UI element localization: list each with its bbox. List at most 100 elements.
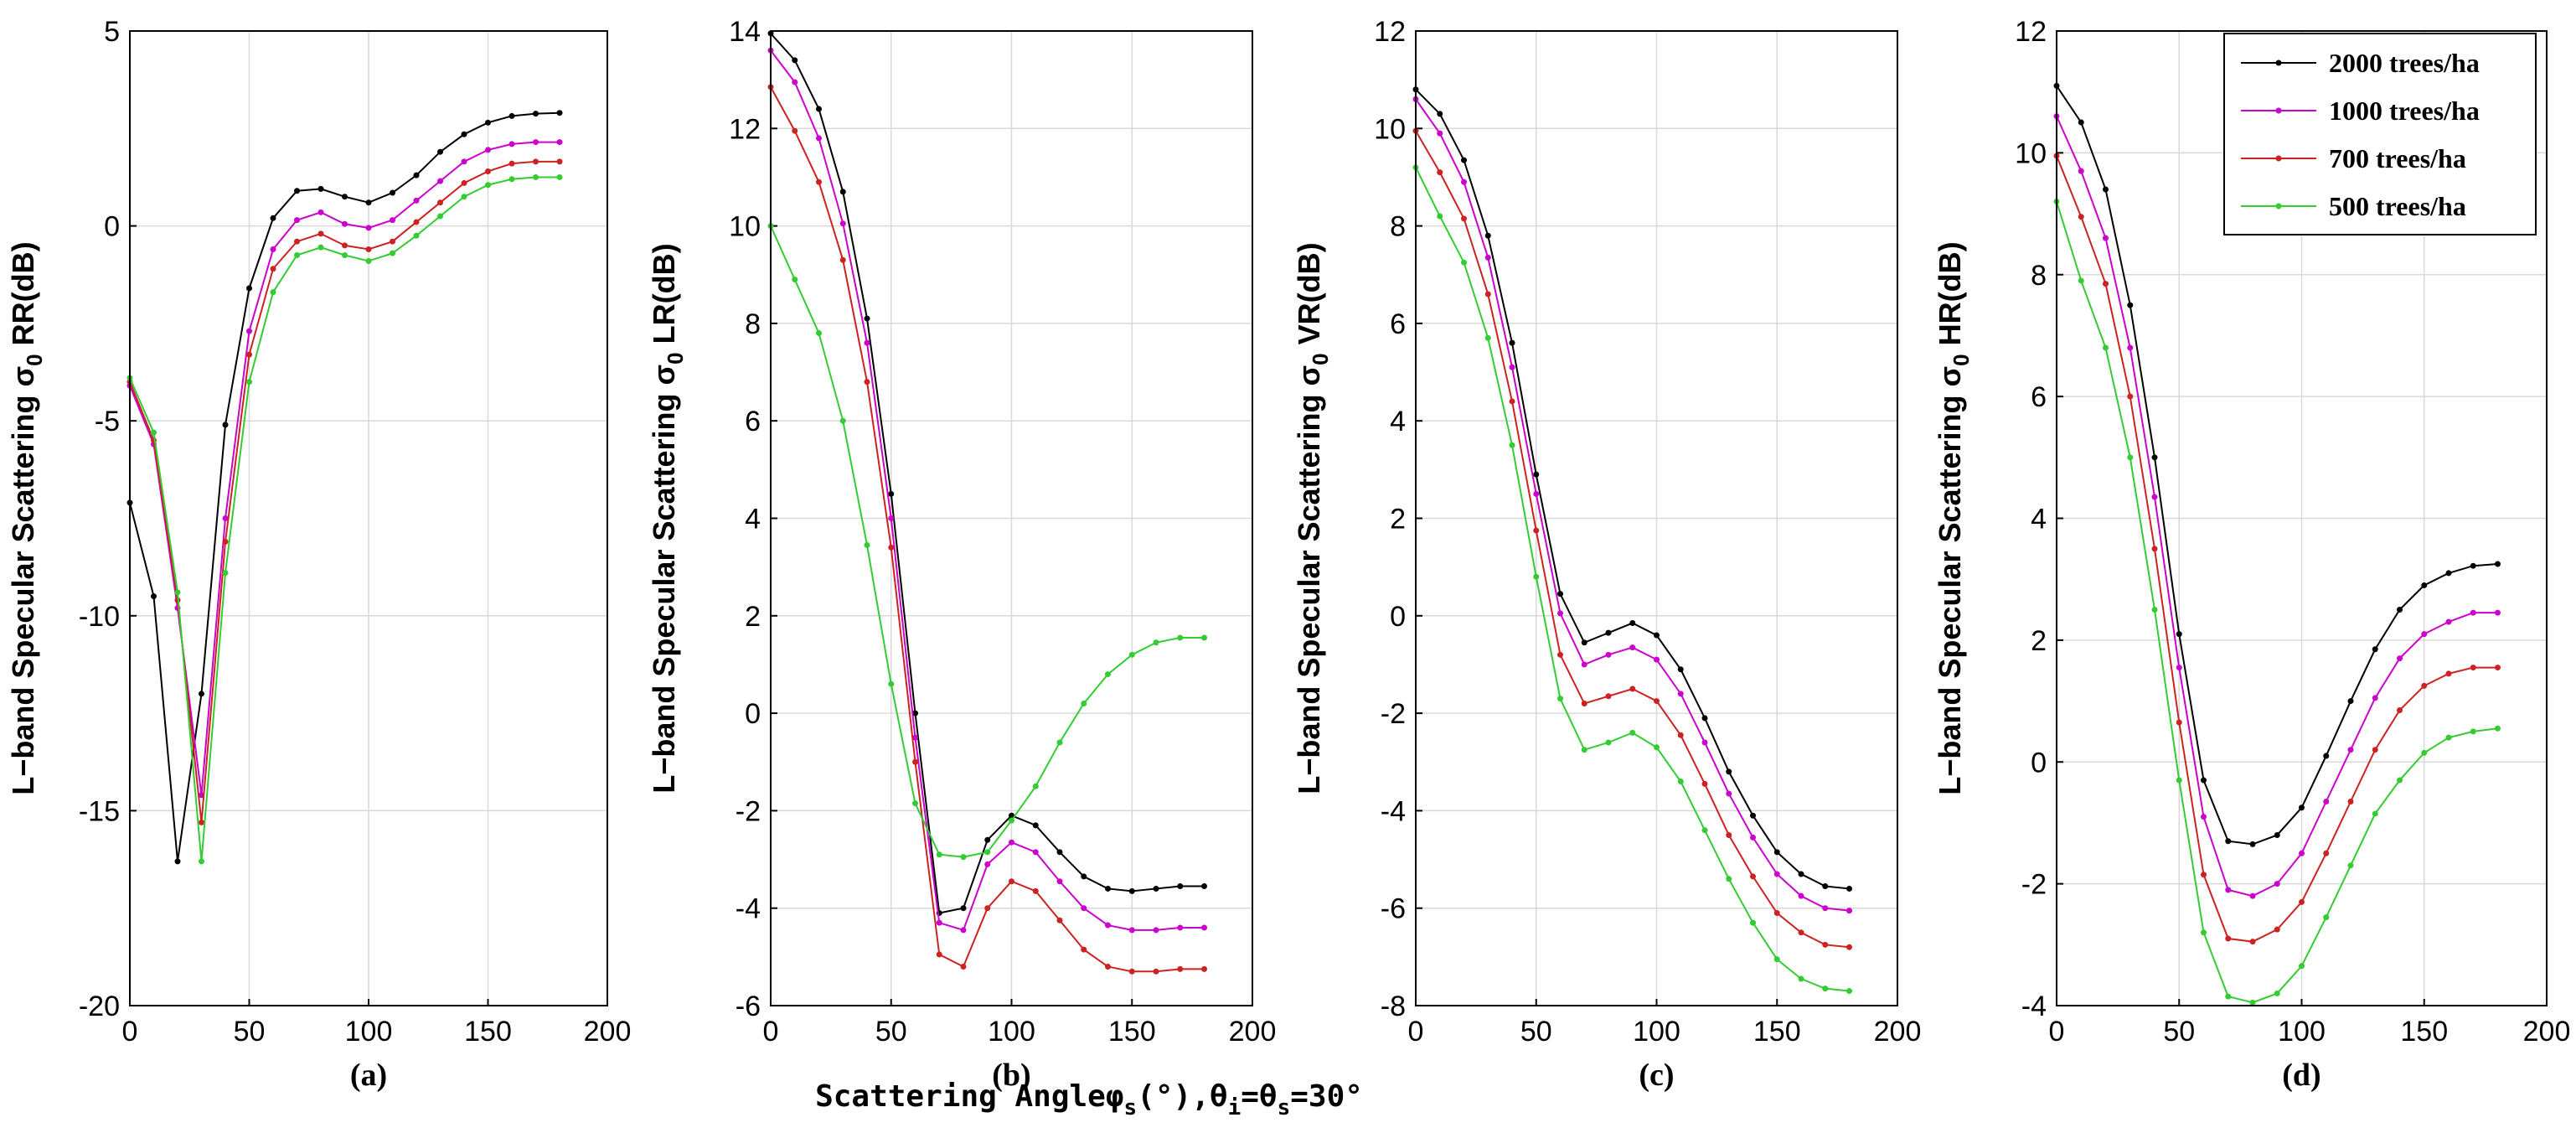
data-point — [1128, 927, 1135, 934]
data-point — [2176, 631, 2182, 638]
data-point — [2470, 728, 2476, 735]
data-point — [342, 220, 348, 227]
data-point — [1846, 988, 1852, 995]
data-point — [1081, 700, 1087, 706]
y-tick-label: -4 — [1381, 795, 1406, 827]
data-point — [1581, 639, 1587, 646]
data-point — [2225, 887, 2232, 893]
data-point — [1032, 887, 1039, 894]
x-tick-label: 0 — [2049, 1016, 2065, 1048]
data-point — [1822, 941, 1829, 948]
xlabel-mid-1: (°),θ — [1137, 1079, 1227, 1114]
data-point — [792, 277, 798, 283]
x-tick-label: 100 — [988, 1016, 1035, 1048]
data-point — [912, 758, 918, 765]
data-point — [1533, 527, 1540, 534]
data-point — [1128, 968, 1135, 975]
data-point — [2495, 665, 2501, 671]
data-point — [888, 515, 895, 521]
data-point — [912, 800, 918, 807]
data-point — [2421, 682, 2428, 689]
data-point — [1177, 965, 1184, 972]
data-point — [1153, 927, 1159, 934]
data-point — [1105, 922, 1111, 929]
data-point — [2103, 344, 2109, 351]
data-point — [2470, 562, 2476, 569]
y-tick-label: 8 — [745, 308, 761, 340]
xlabel-sub-2: i — [1228, 1095, 1242, 1120]
data-point — [1032, 783, 1039, 789]
data-point — [2397, 777, 2403, 784]
data-point — [1557, 696, 1563, 702]
data-point — [317, 230, 324, 237]
data-point — [437, 148, 443, 155]
data-point — [1557, 610, 1563, 617]
y-tick-label: -6 — [1381, 893, 1406, 925]
data-point — [1009, 878, 1014, 885]
axes-frame — [1415, 30, 1898, 1006]
y-tick-label: -20 — [79, 991, 120, 1022]
data-point — [1773, 956, 1780, 963]
data-point — [2078, 214, 2084, 220]
data-point — [1822, 986, 1829, 992]
data-point — [533, 158, 539, 165]
data-point — [365, 225, 372, 231]
data-point — [2372, 646, 2378, 653]
data-point — [1726, 831, 1732, 838]
legend-label-500: 500 trees/ha — [2329, 191, 2466, 221]
data-point — [960, 905, 967, 912]
data-point — [2225, 993, 2232, 1000]
x-tick-label: 50 — [2163, 1016, 2195, 1048]
data-point — [1677, 732, 1684, 738]
y-tick-label: 10 — [1374, 113, 1406, 145]
data-point — [2323, 914, 2330, 921]
data-point — [1846, 885, 1852, 892]
chart-panel: 0 50 100 150 200 -8 -6 -4 -2 0 2 4 6 8 10 12 L−band Spec… — [1292, 16, 1921, 1093]
data-point — [2225, 838, 2232, 845]
data-point — [2151, 494, 2158, 500]
data-point — [839, 417, 846, 424]
data-point — [2127, 302, 2134, 308]
data-point — [151, 429, 157, 436]
y-tick-label: -2 — [1381, 698, 1406, 730]
data-point — [1009, 817, 1014, 824]
x-tick-label: 200 — [1874, 1016, 1922, 1048]
data-point — [1177, 924, 1184, 931]
data-point — [2078, 119, 2084, 126]
data-point — [2445, 670, 2452, 677]
data-point — [2495, 725, 2501, 732]
data-point — [839, 189, 846, 195]
legend-entry: 700 trees/ha — [2241, 143, 2466, 173]
data-point — [960, 927, 967, 934]
y-axis-label-main: L−band Specular Scattering σ — [1933, 366, 1967, 795]
data-point — [864, 339, 870, 346]
data-point — [839, 256, 846, 263]
y-tick-label: 8 — [1390, 211, 1406, 243]
x-tick-label: 0 — [1408, 1016, 1424, 1048]
data-point — [1726, 768, 1732, 775]
data-point — [1557, 651, 1563, 658]
data-point — [2249, 892, 2256, 899]
data-point — [2201, 929, 2207, 936]
data-point — [390, 189, 395, 196]
data-point — [2372, 747, 2378, 753]
y-tick-label: 2 — [745, 601, 761, 633]
data-point — [1773, 871, 1780, 877]
data-point — [1677, 691, 1684, 697]
data-point — [1846, 944, 1852, 950]
data-point — [365, 199, 372, 206]
data-point — [1629, 644, 1636, 651]
data-point — [1437, 169, 1443, 176]
data-point — [413, 232, 420, 239]
legend-entry: 1000 trees/ha — [2241, 96, 2480, 126]
data-point — [556, 110, 563, 116]
y-tick-label: 6 — [745, 406, 761, 437]
x-tick-label: 100 — [1633, 1016, 1680, 1048]
legend-marker-1000 — [2275, 107, 2282, 114]
y-axis-label: L−band Specular Scattering σ0 RR(dB) — [6, 241, 47, 794]
y-tick-label: 10 — [729, 211, 761, 243]
y-tick-label: 8 — [2031, 260, 2047, 292]
y-tick-label: 6 — [2031, 381, 2047, 413]
data-point — [461, 194, 467, 200]
data-point — [533, 173, 539, 180]
